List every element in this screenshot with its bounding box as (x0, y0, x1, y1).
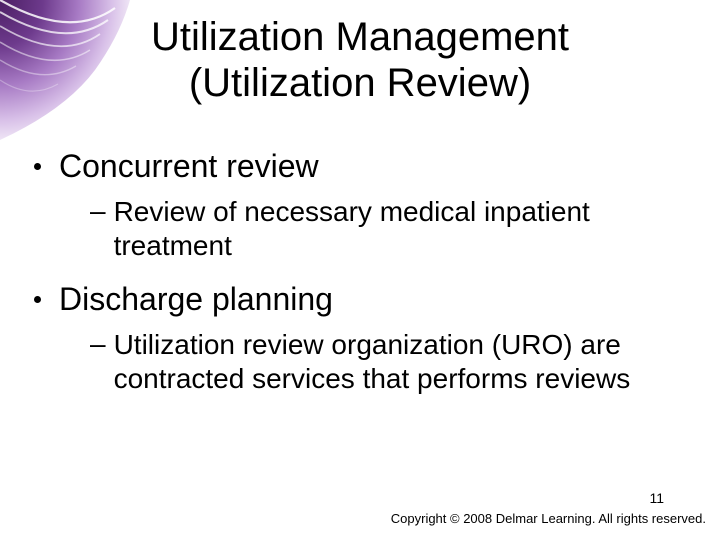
bullet-dash-icon: – (90, 328, 106, 360)
copyright-text: Copyright © 2008 Delmar Learning. All ri… (391, 511, 706, 526)
bullet-level1: Concurrent review (34, 148, 680, 185)
bullet-dot-icon (34, 296, 41, 303)
slide-content: Concurrent review – Review of necessary … (34, 148, 680, 415)
page-number: 11 (649, 490, 664, 506)
bullet-dash-icon: – (90, 195, 106, 227)
bullet-text: Concurrent review (59, 148, 319, 185)
title-line-1: Utilization Management (151, 15, 569, 59)
bullet-text: Discharge planning (59, 281, 333, 318)
slide: Utilization Management (Utilization Revi… (0, 0, 720, 540)
title-line-2: (Utilization Review) (189, 61, 531, 105)
bullet-text: Utilization review organization (URO) ar… (114, 328, 680, 396)
bullet-text: Review of necessary medical inpatient tr… (114, 195, 680, 263)
bullet-level1: Discharge planning (34, 281, 680, 318)
bullet-level2: – Review of necessary medical inpatient … (90, 195, 680, 263)
bullet-level2: – Utilization review organization (URO) … (90, 328, 680, 396)
slide-title: Utilization Management (Utilization Revi… (0, 14, 720, 106)
bullet-dot-icon (34, 163, 41, 170)
